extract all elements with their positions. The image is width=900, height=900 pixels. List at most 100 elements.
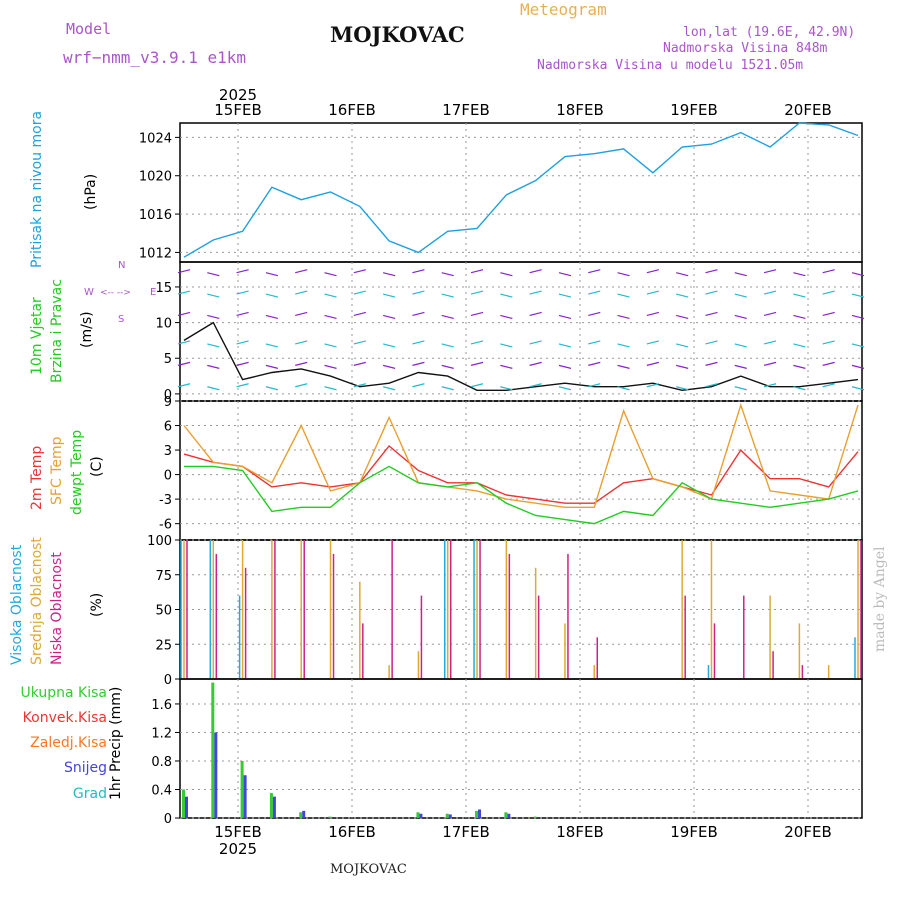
wind-barb <box>324 343 337 348</box>
wind-barb <box>265 343 279 348</box>
wind-barb <box>705 290 718 295</box>
panel-0: 1012 1016 1020 1024 <box>139 122 863 263</box>
precip-legend-convective: Konvek.Kisa <box>22 710 107 726</box>
panel-4: 0 0.4 0.8 1.2 1.6 <box>151 678 863 827</box>
wind-barb <box>529 269 542 274</box>
wind-barb <box>734 364 747 369</box>
wind-barb <box>558 293 572 298</box>
bottom-day-label: 17FEB <box>442 823 489 841</box>
wind-barb <box>207 386 220 391</box>
wind-barb <box>793 343 806 348</box>
wind-barb <box>324 364 337 369</box>
panel-2: -6 -3 0 3 6 9 <box>159 395 863 541</box>
wind-barb <box>851 272 865 277</box>
precip-bar <box>214 732 218 818</box>
wind-barb <box>676 364 689 369</box>
wind-barb <box>617 314 630 320</box>
bottom-day-label: 19FEB <box>670 823 717 841</box>
wind-barb <box>265 386 279 391</box>
wind-barb <box>500 364 513 369</box>
precip-bar <box>419 813 423 818</box>
y-tick-label: 9 <box>164 395 172 410</box>
wind-barb <box>676 386 689 391</box>
wind-barb <box>324 386 337 391</box>
wind-barb <box>500 293 513 298</box>
y-tick-label: 75 <box>155 569 172 584</box>
y-tick-label: -6 <box>159 518 172 533</box>
y-tick-label: 6 <box>164 420 172 435</box>
precip-bar <box>445 813 449 818</box>
y-tick-label: 1.6 <box>151 698 172 713</box>
model-elevation-info: Nadmorska Visina u modelu 1521.05m <box>537 58 804 73</box>
wind-barb <box>441 386 454 391</box>
panel-1: 0 5 10 15 <box>155 261 865 403</box>
wind-barb <box>236 340 249 345</box>
wind-barb <box>822 290 835 295</box>
meteogram-title: Meteogram <box>520 0 607 19</box>
precip-bar <box>475 810 479 818</box>
wind-barb <box>822 340 835 345</box>
panel-frame <box>179 122 863 263</box>
wind-barb <box>676 293 689 298</box>
wind-barb <box>734 293 747 298</box>
wind-barb <box>324 272 337 277</box>
wind-barb <box>646 269 660 274</box>
wind-barb <box>236 311 249 317</box>
wind-barb <box>793 386 806 391</box>
wind-barb <box>822 269 835 274</box>
wind-barb <box>500 314 513 320</box>
precip-bar <box>185 796 188 818</box>
series-line-0 <box>183 445 859 504</box>
wind-barb <box>646 361 660 366</box>
wind-barb <box>822 311 835 317</box>
y-tick-label: 0.8 <box>151 755 172 770</box>
footer-station: MOJKOVAC <box>330 862 407 877</box>
y-tick-label: 0 <box>164 673 172 688</box>
panel-3: 0 25 50 75 100 <box>147 534 863 688</box>
wind-barb <box>412 269 425 274</box>
wind-barb <box>441 314 454 320</box>
wind-barb <box>177 311 191 317</box>
lonlat-info: lon,lat (19.6E, 42.9N) <box>683 25 856 40</box>
y-tick-label: 10 <box>155 317 172 332</box>
precip-bar <box>533 816 537 818</box>
precip-bar <box>302 810 306 818</box>
precip-bar <box>478 809 482 818</box>
series-line-2 <box>184 465 859 525</box>
precip-legend-snow: Snijeg <box>63 760 107 776</box>
wind-barb <box>617 386 630 391</box>
wind-barb <box>412 383 425 388</box>
wind-barb <box>324 293 337 298</box>
wind-barb <box>382 386 396 391</box>
wind-barb <box>676 272 689 277</box>
panel-frame <box>179 261 863 402</box>
precip-bar <box>269 793 273 818</box>
series-line-1 <box>183 402 859 508</box>
wind-barb <box>441 343 454 348</box>
wind-barb <box>822 383 835 388</box>
wind-barb <box>295 269 308 274</box>
wind-barb <box>529 361 542 366</box>
panel-frame <box>179 678 863 819</box>
elevation-info: Nadmorska Visina 848m <box>663 41 828 56</box>
wind-barb <box>617 343 630 348</box>
wind-barb <box>588 290 601 295</box>
model-name: wrf−nmm_v3.9.1 e1km <box>63 48 247 67</box>
compass-west-label: W <box>84 287 94 298</box>
wind-barb <box>265 272 279 277</box>
wind-barb <box>207 293 220 298</box>
wind-barb <box>295 383 308 388</box>
wind-barb <box>558 314 572 320</box>
wind-barb <box>617 364 630 369</box>
wind-barb <box>295 311 308 317</box>
wind-barb <box>412 290 425 295</box>
precip-bar <box>211 682 215 818</box>
wind-barb <box>500 272 513 277</box>
wind-barb <box>382 272 396 277</box>
wind-barb <box>236 269 249 274</box>
series-line-0 <box>183 321 859 392</box>
y-tick-label: 5 <box>164 352 172 367</box>
top-day-label: 16FEB <box>328 101 375 119</box>
wind-barb <box>295 361 308 366</box>
wind-barb <box>646 290 660 295</box>
